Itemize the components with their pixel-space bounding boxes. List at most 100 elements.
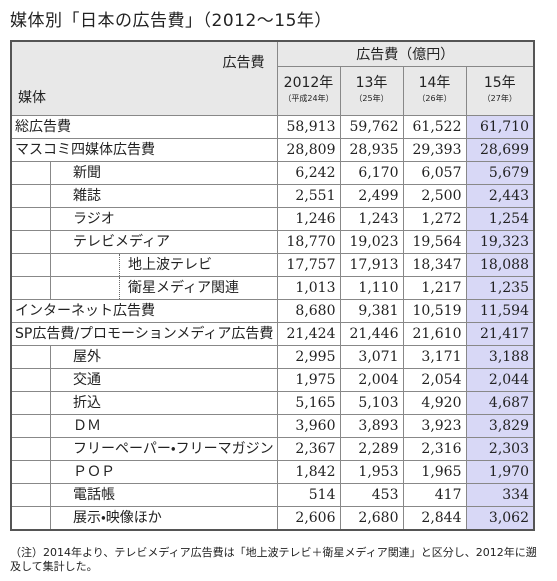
row-label-cell: 折込 xyxy=(10,391,278,415)
row-label-cell: 衛星メディア関連 xyxy=(10,276,278,300)
value-cell: 28,935 xyxy=(339,138,404,162)
value-cell: 2,844 xyxy=(402,506,467,531)
row-label-cell: 地上波テレビ xyxy=(10,253,278,277)
corner-top: 広告費 xyxy=(222,55,265,71)
data-row: ＰＯＰ 1,842 1,953 1,965 1,970 xyxy=(10,460,535,484)
year: 2012年 xyxy=(283,75,334,91)
note: （注）2014年より、テレビメディア広告費は「地上波テレビ＋衛星メディア関連」と… xyxy=(10,546,537,573)
value-cell: 1,975 xyxy=(276,368,341,392)
row-label: インターネット広告費 xyxy=(15,303,155,319)
row-label: 屋外 xyxy=(73,349,101,365)
indent: インターネット広告費 xyxy=(12,301,276,322)
era: （平成24年） xyxy=(283,94,334,103)
era: （25年） xyxy=(354,94,389,103)
value-cell: 1,235 xyxy=(465,276,535,300)
indent: マスコミ四媒体広告費 xyxy=(12,140,276,161)
table-body: 総広告費 58,913 59,762 61,522 61,710 マスコミ四媒体広告費 28… xyxy=(10,115,535,531)
data-row: 展示・映像ほか 2,606 2,680 2,844 3,062 xyxy=(10,506,535,531)
value-cell: 2,289 xyxy=(339,437,404,461)
value-cell: 28,699 xyxy=(465,138,535,162)
value-cell: 1,842 xyxy=(276,460,341,484)
value-cell: 9,381 xyxy=(339,299,404,323)
value-cell: 514 xyxy=(276,483,341,507)
indent: ＤＭ xyxy=(50,415,276,437)
indent: 衛星メディア関連 xyxy=(50,277,276,299)
year: 13年 xyxy=(355,75,388,91)
year-row: 2012年 （平成24年） 13年 （25年） 14年 （26年） 15年 （27年） xyxy=(11,66,535,116)
corner-cell: 広告費 媒体 xyxy=(10,40,278,116)
value-cell: 10,519 xyxy=(402,299,467,323)
value-cell: 28,809 xyxy=(276,138,341,162)
value-cell: 334 xyxy=(465,483,535,507)
year-header: 14年 （26年） xyxy=(402,66,467,116)
value-cell: 1,965 xyxy=(402,460,467,484)
value-cell: 61,710 xyxy=(465,115,535,139)
value-cell: 21,446 xyxy=(339,322,404,346)
value-cell: 1,110 xyxy=(339,276,404,300)
indent: ＰＯＰ xyxy=(50,461,276,483)
row-label: フリーペーパー・フリーマガジン xyxy=(73,441,274,457)
row-label-cell: テレビメディア xyxy=(10,230,278,254)
row-label: SP広告費/プロモーションメディア広告費 xyxy=(15,326,274,342)
indent: 展示・映像ほか xyxy=(50,507,276,529)
value-cell: 6,242 xyxy=(276,161,341,185)
value-cell: 21,610 xyxy=(402,322,467,346)
value-cell: 3,062 xyxy=(465,506,535,531)
value-cell: 1,246 xyxy=(276,207,341,231)
row-label-cell: 交通 xyxy=(10,368,278,392)
value-cell: 2,551 xyxy=(276,184,341,208)
row-label-cell: 新聞 xyxy=(10,161,278,185)
year-header: 15年 （27年） xyxy=(465,66,535,116)
data-row: フリーペーパー・フリーマガジン 2,367 2,289 2,316 2,303 xyxy=(10,437,535,461)
data-row: ラジオ 1,246 1,243 1,272 1,254 xyxy=(10,207,535,231)
value-cell: 21,424 xyxy=(276,322,341,346)
data-row: ＤＭ 3,960 3,893 3,923 3,829 xyxy=(10,414,535,438)
year: 15年 xyxy=(483,75,516,91)
value-cell: 2,606 xyxy=(276,506,341,531)
row-label: テレビメディア xyxy=(73,234,171,250)
row-label: 雑誌 xyxy=(73,188,101,204)
row-label-cell: 総広告費 xyxy=(10,115,278,139)
value-cell: 59,762 xyxy=(339,115,404,139)
value-cell: 18,088 xyxy=(465,253,535,277)
value-cell: 2,995 xyxy=(276,345,341,369)
row-label: ＤＭ xyxy=(73,418,101,434)
value-cell: 6,170 xyxy=(339,161,404,185)
row-label: 地上波テレビ xyxy=(119,254,212,276)
ad-spend-table: 広告費 媒体 広告費（億円） 2012年 （平成24年） 13年 （25年） 14年 （2… xyxy=(10,40,535,531)
value-cell: 6,057 xyxy=(402,161,467,185)
data-row: テレビメディア 18,770 19,023 19,564 19,323 xyxy=(10,230,535,254)
row-label: ＰＯＰ xyxy=(73,464,115,480)
indent: 地上波テレビ xyxy=(50,254,276,276)
data-row: 電話帳 514 453 417 334 xyxy=(10,483,535,507)
row-label: 新聞 xyxy=(73,165,101,181)
value-cell: 18,770 xyxy=(276,230,341,254)
value-cell: 2,500 xyxy=(402,184,467,208)
data-row: 地上波テレビ 17,757 17,913 18,347 18,088 xyxy=(10,253,535,277)
indent: 折込 xyxy=(50,392,276,414)
row-label: 展示・映像ほか xyxy=(73,510,162,526)
corner-bottom: 媒体 xyxy=(18,90,46,106)
row-label-cell: ＰＯＰ xyxy=(10,460,278,484)
title: 媒体別「日本の広告費」（2012～15年） xyxy=(10,11,332,31)
value-cell: 4,920 xyxy=(402,391,467,415)
indent: テレビメディア xyxy=(50,231,276,253)
value-cell: 61,522 xyxy=(402,115,467,139)
value-cell: 3,188 xyxy=(465,345,535,369)
value-cell: 453 xyxy=(339,483,404,507)
value-cell: 2,303 xyxy=(465,437,535,461)
row-label: 電話帳 xyxy=(73,487,115,503)
indent: 雑誌 xyxy=(50,185,276,207)
value-cell: 2,316 xyxy=(402,437,467,461)
value-cell: 417 xyxy=(402,483,467,507)
value-cell: 5,165 xyxy=(276,391,341,415)
value-cell: 1,243 xyxy=(339,207,404,231)
row-label-cell: SP広告費/プロモーションメディア広告費 xyxy=(10,322,278,346)
row-label: 衛星メディア関連 xyxy=(119,277,239,299)
value-cell: 2,054 xyxy=(402,368,467,392)
group-header: 広告費（億円） xyxy=(276,40,535,67)
data-row: 屋外 2,995 3,071 3,171 3,188 xyxy=(10,345,535,369)
row-label: 総広告費 xyxy=(15,119,71,135)
data-row: 折込 5,165 5,103 4,920 4,687 xyxy=(10,391,535,415)
